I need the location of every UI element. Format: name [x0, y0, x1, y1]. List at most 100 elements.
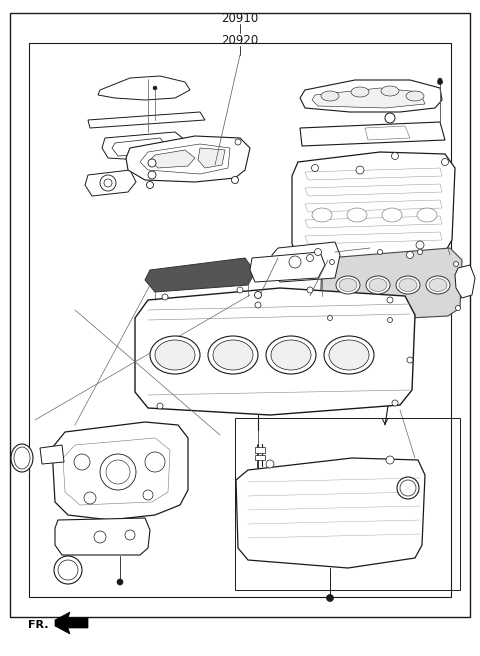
- Circle shape: [100, 454, 136, 490]
- Ellipse shape: [336, 276, 360, 294]
- Circle shape: [385, 113, 395, 123]
- Bar: [235, 418, 460, 590]
- Polygon shape: [305, 216, 442, 228]
- Circle shape: [289, 256, 301, 268]
- Polygon shape: [140, 144, 230, 174]
- Polygon shape: [88, 112, 205, 128]
- Polygon shape: [52, 422, 188, 520]
- Circle shape: [153, 86, 157, 90]
- Circle shape: [307, 287, 313, 293]
- Ellipse shape: [396, 276, 420, 294]
- Polygon shape: [98, 76, 190, 100]
- Polygon shape: [272, 242, 340, 282]
- Ellipse shape: [397, 477, 419, 499]
- Ellipse shape: [155, 340, 195, 370]
- Ellipse shape: [208, 336, 258, 374]
- Circle shape: [74, 454, 90, 470]
- Text: FR.: FR.: [28, 620, 48, 630]
- Circle shape: [386, 456, 394, 464]
- Circle shape: [231, 176, 239, 184]
- Circle shape: [237, 287, 243, 293]
- Circle shape: [327, 316, 333, 321]
- Circle shape: [94, 531, 106, 543]
- Circle shape: [377, 249, 383, 255]
- Circle shape: [125, 530, 135, 540]
- Circle shape: [387, 318, 393, 323]
- Ellipse shape: [381, 86, 399, 96]
- Polygon shape: [250, 252, 325, 282]
- Ellipse shape: [324, 336, 374, 374]
- Circle shape: [157, 403, 163, 409]
- Circle shape: [145, 452, 165, 472]
- Polygon shape: [102, 132, 185, 160]
- Polygon shape: [112, 138, 168, 156]
- Ellipse shape: [150, 336, 200, 374]
- Polygon shape: [312, 88, 425, 108]
- Circle shape: [438, 78, 442, 82]
- Ellipse shape: [366, 276, 390, 294]
- Ellipse shape: [351, 87, 369, 97]
- Ellipse shape: [11, 444, 33, 472]
- Ellipse shape: [369, 279, 387, 291]
- Polygon shape: [40, 445, 64, 464]
- Polygon shape: [255, 447, 265, 453]
- Text: 20920: 20920: [221, 33, 259, 47]
- Polygon shape: [150, 150, 195, 168]
- Circle shape: [58, 560, 78, 580]
- Polygon shape: [135, 288, 415, 415]
- Ellipse shape: [339, 279, 357, 291]
- Ellipse shape: [266, 336, 316, 374]
- Polygon shape: [63, 438, 170, 505]
- Polygon shape: [55, 612, 88, 634]
- Circle shape: [356, 166, 364, 174]
- Circle shape: [254, 291, 262, 298]
- Circle shape: [437, 79, 443, 85]
- Circle shape: [387, 297, 393, 303]
- Polygon shape: [236, 458, 425, 568]
- Circle shape: [148, 171, 156, 179]
- Circle shape: [266, 460, 274, 468]
- Circle shape: [106, 460, 130, 484]
- Polygon shape: [255, 455, 265, 460]
- Circle shape: [392, 400, 398, 406]
- Circle shape: [117, 579, 123, 585]
- Ellipse shape: [329, 340, 369, 370]
- Ellipse shape: [429, 279, 447, 291]
- Circle shape: [104, 179, 112, 187]
- Circle shape: [407, 357, 413, 363]
- Polygon shape: [300, 122, 445, 146]
- Circle shape: [329, 260, 335, 264]
- Circle shape: [146, 182, 154, 188]
- Circle shape: [312, 165, 319, 171]
- Polygon shape: [198, 148, 225, 168]
- Polygon shape: [126, 136, 250, 182]
- Circle shape: [100, 175, 116, 191]
- Polygon shape: [55, 518, 150, 555]
- Polygon shape: [305, 184, 442, 196]
- Ellipse shape: [399, 279, 417, 291]
- Circle shape: [162, 294, 168, 300]
- Ellipse shape: [213, 340, 253, 370]
- Polygon shape: [320, 248, 462, 322]
- Ellipse shape: [426, 276, 450, 294]
- Ellipse shape: [400, 480, 416, 496]
- Circle shape: [307, 255, 313, 262]
- Circle shape: [407, 251, 413, 258]
- Ellipse shape: [14, 447, 30, 469]
- Ellipse shape: [321, 91, 339, 101]
- Ellipse shape: [271, 340, 311, 370]
- Ellipse shape: [312, 208, 332, 222]
- Circle shape: [392, 152, 398, 159]
- Circle shape: [416, 241, 424, 249]
- Circle shape: [235, 139, 241, 145]
- Polygon shape: [305, 168, 442, 180]
- Ellipse shape: [406, 91, 424, 101]
- Circle shape: [84, 492, 96, 504]
- Circle shape: [418, 249, 422, 255]
- Polygon shape: [292, 152, 455, 260]
- Text: 20910: 20910: [221, 12, 259, 24]
- Ellipse shape: [347, 208, 367, 222]
- Polygon shape: [365, 126, 410, 140]
- Polygon shape: [455, 265, 475, 298]
- Polygon shape: [305, 232, 442, 244]
